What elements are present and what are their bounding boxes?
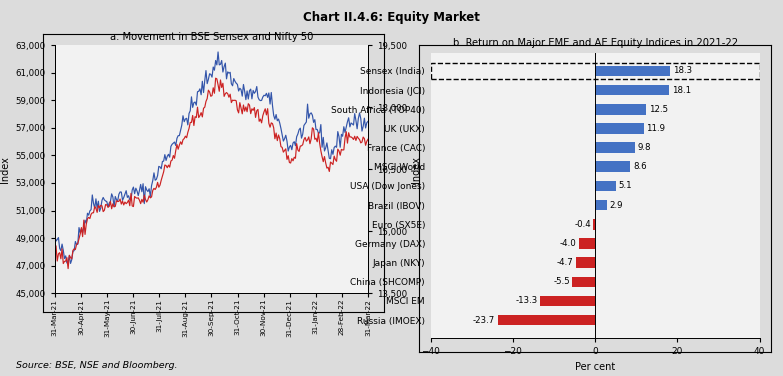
Title: b. Return on Major EME and AE Equity Indices in 2021-22: b. Return on Major EME and AE Equity Ind… [453, 38, 738, 48]
Bar [595, 143, 635, 153]
Text: -0.4: -0.4 [574, 220, 591, 229]
Bar [576, 257, 595, 268]
Text: 11.9: 11.9 [647, 124, 666, 133]
Text: Chart II.4.6: Equity Market: Chart II.4.6: Equity Market [303, 11, 480, 24]
Bar [540, 296, 595, 306]
Text: 12.5: 12.5 [649, 105, 668, 114]
Text: -4.0: -4.0 [559, 239, 576, 248]
Y-axis label: Index: Index [0, 156, 10, 183]
Bar [572, 276, 595, 287]
Bar [595, 161, 630, 172]
Bar [594, 219, 595, 230]
Bar [595, 200, 607, 211]
Text: -4.7: -4.7 [557, 258, 573, 267]
Bar [595, 123, 644, 134]
Bar [595, 104, 647, 115]
Text: -23.7: -23.7 [473, 315, 495, 324]
Text: 8.6: 8.6 [633, 162, 647, 171]
Bar [498, 315, 595, 325]
Text: -13.3: -13.3 [516, 296, 538, 305]
Text: 9.8: 9.8 [638, 143, 651, 152]
Text: 18.3: 18.3 [673, 67, 692, 76]
Title: a. Movement in BSE Sensex and Nifty 50: a. Movement in BSE Sensex and Nifty 50 [110, 32, 313, 42]
Bar [579, 238, 595, 249]
Text: 5.1: 5.1 [619, 182, 632, 190]
Y-axis label: Index: Index [411, 156, 421, 183]
Text: 18.1: 18.1 [672, 86, 691, 95]
Bar [595, 180, 616, 191]
Bar [595, 85, 669, 96]
Bar [595, 66, 670, 76]
Text: 2.9: 2.9 [609, 201, 623, 209]
Text: -5.5: -5.5 [554, 277, 570, 286]
Text: Source: BSE, NSE and Bloomberg.: Source: BSE, NSE and Bloomberg. [16, 361, 177, 370]
X-axis label: Per cent: Per cent [575, 362, 615, 372]
